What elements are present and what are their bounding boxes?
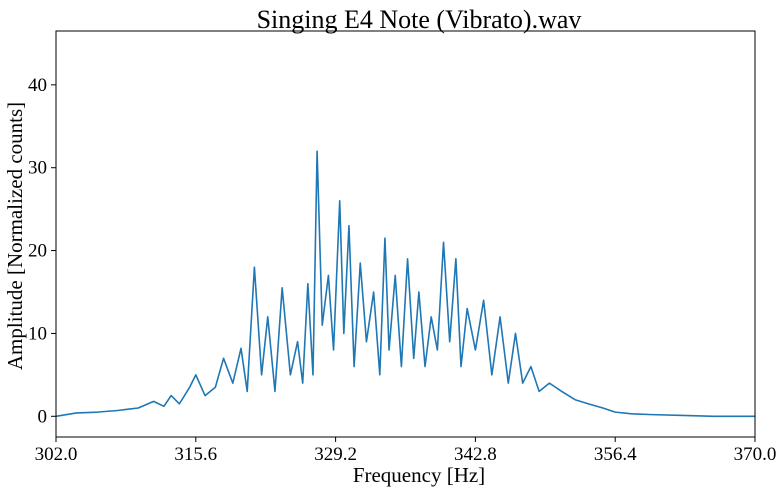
x-tick-label: 342.8 — [454, 444, 497, 465]
plot-frame — [55, 30, 756, 438]
chart-title: Singing E4 Note (Vibrato).wav — [257, 5, 582, 34]
y-tick-label: 10 — [28, 323, 47, 344]
x-tick-label: 370.0 — [734, 444, 777, 465]
x-tick-label: 356.4 — [594, 444, 637, 465]
y-tick-label: 40 — [28, 75, 47, 96]
x-tick-label: 329.2 — [314, 444, 357, 465]
spectrum-line-0 — [55, 150, 755, 418]
y-tick-label: 30 — [28, 158, 47, 179]
y-tick-label: 0 — [38, 406, 48, 427]
y-tick-label: 20 — [28, 241, 47, 262]
x-tick-label: 302.0 — [35, 444, 78, 465]
y-axis-label: Amplitude [Normalized counts] — [3, 102, 27, 370]
x-axis-label: Frequency [Hz] — [353, 463, 485, 487]
x-tick-label: 315.6 — [174, 444, 217, 465]
plot-area: 302.0 315.6 329.2 342.8 356.4 370.0 0 10 20 30 40 — [28, 30, 777, 465]
